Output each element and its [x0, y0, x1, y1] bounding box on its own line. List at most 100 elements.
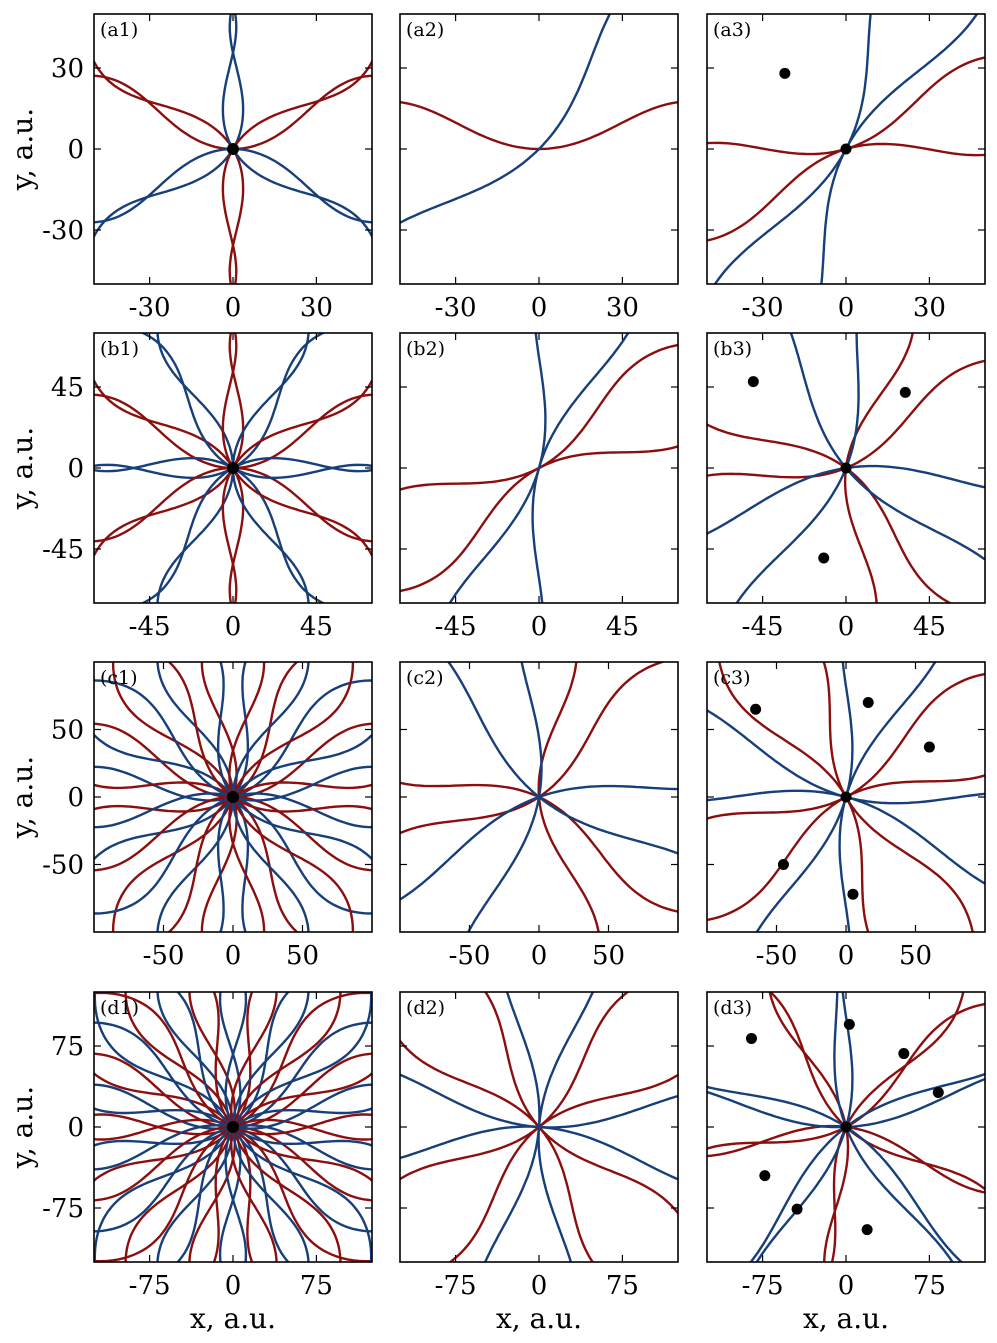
curves-b2: [400, 333, 678, 603]
intersection-point: [227, 143, 239, 155]
panel-label: (d3): [713, 997, 752, 1019]
x-tick-label: -50: [143, 941, 185, 971]
curve-red: [167, 781, 372, 932]
x-tick-label: 75: [300, 1271, 333, 1301]
panel-a1: -30 0 30 30 0 -30 (a1) y, a.u.: [6, 13, 373, 323]
curve-red: [707, 359, 985, 479]
intersection-point: [840, 462, 852, 474]
curve-blue: [94, 679, 372, 802]
panel-b1: -45 0 45 45 0 -45 (b1) y, a.u.: [6, 332, 373, 642]
curve-blue: [94, 1021, 372, 1130]
curve-blue: [707, 789, 985, 885]
curve-red: [94, 992, 372, 1136]
curve-blue: [94, 992, 242, 1262]
curve-blue: [176, 1107, 372, 1262]
curve-red: [94, 1125, 372, 1202]
x-tick-label: -75: [435, 1271, 477, 1301]
curve-red: [707, 1124, 985, 1194]
panel-label: (b1): [100, 338, 139, 360]
curve-blue: [789, 333, 985, 561]
x-tick-label: 0: [838, 293, 855, 323]
intersection-point: [932, 1086, 944, 1098]
panel-d3: -75 0 75 (d3) x, a.u.: [706, 991, 986, 1335]
x-axis-label: x, a.u.: [190, 1302, 276, 1335]
curve-blue: [94, 662, 250, 861]
curve-red: [221, 333, 372, 558]
x-tick-label: 75: [606, 1271, 639, 1301]
panel-b2: -45 0 45 (b2): [399, 332, 679, 642]
x-tick-label: 45: [913, 612, 946, 642]
intersection-point: [899, 386, 911, 398]
curve-blue: [231, 992, 310, 1262]
y-axis-label: y, a.u.: [6, 427, 39, 510]
x-tick-label: 50: [899, 941, 932, 971]
curve-blue: [713, 14, 872, 284]
curve-blue: [156, 992, 235, 1262]
x-tick-label: 0: [838, 612, 855, 642]
y-tick-label: -45: [42, 535, 84, 565]
curves-d1: [94, 992, 372, 1262]
curve-red: [228, 662, 355, 932]
intersection-point: [840, 791, 852, 803]
curve-red: [707, 774, 985, 922]
x-tick-label: 50: [592, 941, 625, 971]
curve-red: [400, 1038, 595, 1262]
curve-red: [111, 662, 238, 932]
intersection-point: [862, 697, 874, 708]
curve-blue: [531, 333, 630, 603]
intersection-point: [750, 703, 762, 715]
x-tick-label: -50: [756, 941, 798, 971]
curve-red: [448, 1073, 678, 1262]
x-tick-label: 50: [286, 941, 319, 971]
curve-red: [94, 59, 245, 284]
curve-red: [768, 992, 850, 1262]
x-tick-label: 0: [225, 612, 242, 642]
curve-blue: [94, 1124, 372, 1233]
panel-a3: -30 0 30 (a3): [706, 13, 986, 323]
curve-red: [400, 445, 678, 593]
curve-blue: [94, 792, 372, 915]
x-tick-label: 0: [531, 293, 548, 323]
curve-red: [768, 992, 985, 1191]
curve-blue: [94, 733, 250, 932]
curve-blue: [94, 992, 290, 1147]
curve-blue: [94, 1124, 372, 1233]
curve-blue: [140, 457, 372, 603]
curve-red: [707, 56, 985, 156]
x-tick-label: 0: [838, 941, 855, 971]
curve-blue: [94, 1107, 290, 1262]
curve-red: [221, 59, 372, 284]
x-tick-label: -30: [435, 293, 477, 323]
curve-red: [111, 662, 238, 932]
curve-red: [94, 1118, 372, 1262]
curve-red: [718, 662, 870, 932]
intersection-point: [227, 462, 239, 474]
curve-blue: [400, 14, 612, 225]
curve-blue: [537, 992, 595, 1262]
curve-blue: [400, 784, 678, 901]
panel-label: (d1): [100, 997, 139, 1019]
curve-blue: [140, 333, 372, 479]
curve-blue: [231, 333, 310, 603]
x-tick-label: 0: [531, 612, 548, 642]
x-tick-label: 30: [913, 293, 946, 323]
panel-label: (c3): [713, 667, 751, 689]
intersection-point: [227, 791, 239, 803]
y-tick-label: 30: [51, 54, 84, 84]
curve-red: [94, 662, 299, 813]
curve-red: [830, 992, 965, 1262]
curve-blue: [755, 992, 854, 1262]
x-tick-label: 0: [531, 941, 548, 971]
x-tick-label: 0: [225, 941, 242, 971]
curve-red: [400, 343, 678, 491]
y-tick-label: 75: [51, 1032, 84, 1062]
intersection-point: [847, 888, 859, 900]
curve-blue: [833, 992, 954, 1262]
curves-a1: [94, 14, 372, 284]
curve-red: [167, 662, 372, 813]
y-tick-label: -30: [42, 216, 84, 246]
intersection-point: [745, 1032, 757, 1044]
curve-red: [212, 992, 372, 1183]
panel-label: (b2): [406, 338, 445, 360]
y-tick-label: 50: [51, 716, 84, 746]
